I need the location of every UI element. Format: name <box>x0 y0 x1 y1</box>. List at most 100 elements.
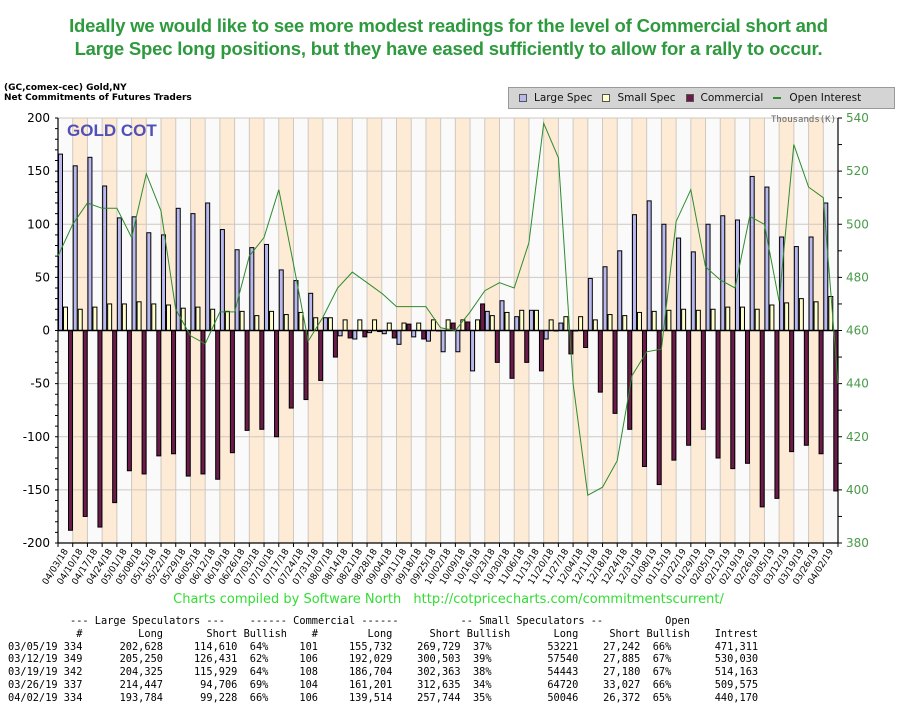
small-spec-bar <box>739 306 745 331</box>
small-spec-bar <box>372 319 378 331</box>
small-spec-bar <box>416 322 422 331</box>
small-spec-bar <box>769 304 775 331</box>
small-spec-bar <box>578 316 584 331</box>
commercial-bar <box>759 330 765 508</box>
small-spec-bar <box>430 319 436 331</box>
left-tick-label: 100 <box>27 217 50 231</box>
large-spec-bar <box>190 213 196 331</box>
commercial-bar <box>744 330 750 464</box>
small-spec-bar <box>519 309 525 331</box>
small-spec-swatch-icon <box>602 94 611 102</box>
large-spec-bar <box>146 232 152 331</box>
commercial-bar <box>244 330 250 431</box>
right-tick-label: 520 <box>846 164 869 178</box>
commercial-bar <box>524 330 530 363</box>
small-spec-bar <box>63 306 68 331</box>
commercial-bar <box>215 330 221 480</box>
small-spec-bar <box>813 301 819 331</box>
large-spec-swatch-icon <box>519 94 527 102</box>
commercial-bar <box>141 330 147 475</box>
small-spec-bar <box>327 317 333 331</box>
small-spec-bar <box>651 310 657 331</box>
large-spec-bar <box>308 292 314 331</box>
commercial-bar <box>274 330 280 438</box>
legend-label: Small Spec <box>617 92 676 104</box>
commercial-bar <box>200 330 206 475</box>
small-spec-bar <box>563 316 569 331</box>
left-tick-label: 0 <box>42 324 50 338</box>
commercial-bar <box>156 330 162 457</box>
small-spec-bar <box>636 311 642 331</box>
small-spec-bar <box>784 302 790 331</box>
large-spec-bar <box>793 246 799 331</box>
small-spec-bar <box>695 309 701 331</box>
large-spec-bar <box>720 215 726 331</box>
left-tick-label: 50 <box>35 270 50 284</box>
large-spec-bar <box>631 214 637 331</box>
large-spec-bar <box>558 322 564 331</box>
large-spec-bar <box>219 229 225 331</box>
commercial-swatch-icon <box>685 94 694 102</box>
commercial-bar <box>480 303 486 331</box>
small-spec-bar <box>254 315 260 331</box>
small-spec-bar <box>298 311 304 331</box>
commercial-bar <box>509 330 515 379</box>
small-spec-bar <box>622 315 628 331</box>
large-spec-bar <box>808 236 814 331</box>
small-spec-bar <box>92 306 98 331</box>
commercial-bar <box>288 330 294 409</box>
legend-item-small-spec: Small Spec <box>602 92 676 104</box>
large-spec-bar <box>690 251 696 331</box>
large-spec-bar <box>87 156 93 331</box>
commercial-bar <box>347 330 353 339</box>
small-spec-bar <box>548 319 554 331</box>
commercial-bar <box>97 330 103 528</box>
small-spec-bar <box>151 303 157 331</box>
right-tick-label: 480 <box>846 270 869 284</box>
small-spec-bar <box>592 319 598 331</box>
left-tick-label: -150 <box>23 483 50 497</box>
small-spec-bar <box>283 314 289 331</box>
large-spec-bar <box>823 202 829 331</box>
large-spec-bar <box>587 277 593 331</box>
commercial-bar <box>303 330 309 401</box>
commercial-bar <box>171 330 177 455</box>
right-tick-label: 500 <box>846 217 869 231</box>
credit-url[interactable]: http://cotpricecharts.com/commitmentscur… <box>413 592 724 607</box>
commercial-bar <box>671 330 677 461</box>
small-spec-bar <box>725 306 731 331</box>
large-spec-bar <box>602 266 608 331</box>
positions-table: --- Large Speculators --- ------ Commerc… <box>8 615 759 704</box>
large-spec-bar <box>764 186 770 331</box>
commercial-bar <box>803 330 809 446</box>
large-spec-bar <box>749 175 755 331</box>
legend-label: Large Spec <box>534 92 593 104</box>
large-spec-bar <box>293 280 299 331</box>
large-spec-bar <box>322 317 328 331</box>
small-spec-bar <box>342 319 348 331</box>
large-spec-bar <box>116 217 122 331</box>
legend-label: Open Interest <box>789 92 862 104</box>
commercial-bar <box>82 330 88 517</box>
commercial-bar <box>538 330 544 372</box>
large-spec-bar <box>72 165 78 331</box>
small-spec-bar <box>504 311 510 331</box>
left-tick-label: 150 <box>27 164 50 178</box>
right-tick-label: 400 <box>846 483 869 497</box>
right-tick-label: 460 <box>846 324 869 338</box>
commercial-bar <box>686 330 692 446</box>
small-spec-bar <box>224 310 230 331</box>
right-axis-label: Thousands(K) <box>771 115 836 125</box>
legend-item-commercial: Commercial <box>685 92 763 104</box>
symbol-line-2: Net Commitments of Futures Traders <box>4 93 192 103</box>
large-spec-bar <box>543 330 549 340</box>
large-spec-bar <box>676 237 682 331</box>
large-spec-bar <box>470 330 476 372</box>
headline-line-1: Ideally we would like to see more modest… <box>69 15 828 36</box>
legend-item-open-interest: Open Interest <box>773 92 861 104</box>
commercial-bar <box>818 330 824 455</box>
large-spec-bar <box>396 330 402 345</box>
small-spec-bar <box>386 322 392 331</box>
symbol-caption: (GC,comex-cec) Gold,NY Net Commitments o… <box>4 83 192 103</box>
large-spec-bar <box>264 243 270 331</box>
